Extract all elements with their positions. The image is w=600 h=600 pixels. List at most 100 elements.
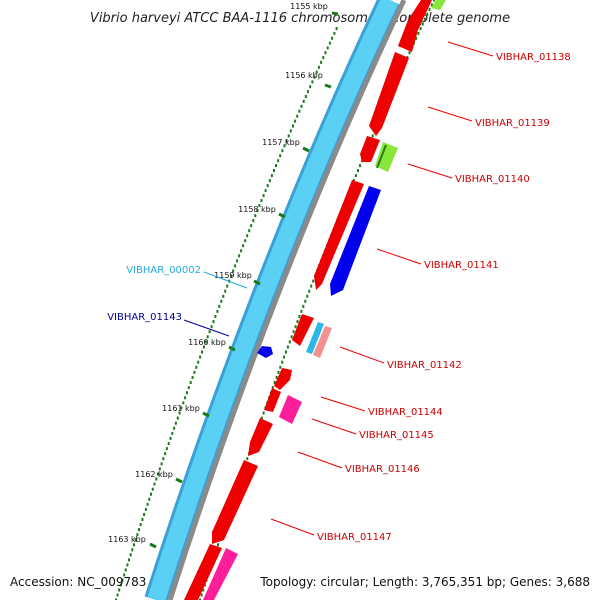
gc-dot [359, 164, 361, 168]
gc-dot [187, 386, 190, 390]
gene-salmon [313, 326, 332, 358]
gc-dot [335, 27, 338, 31]
gc-dot [331, 36, 334, 40]
gc-dot [288, 340, 291, 344]
gene-label[interactable]: VIBHAR_01147 [317, 532, 392, 543]
gc-dot [151, 487, 154, 491]
gc-dot [298, 315, 301, 318]
gc-dot [252, 219, 255, 223]
gc-dot [294, 119, 297, 123]
kbp-label: 1155 kbp [290, 2, 328, 11]
gc-dot [238, 254, 241, 258]
gc-dot [371, 134, 374, 138]
leader-line [183, 319, 230, 337]
kbp-tick [324, 83, 332, 89]
gc-dot [258, 204, 261, 208]
gc-dot [126, 563, 129, 567]
gc-dot [256, 209, 259, 213]
gc-dot [294, 325, 297, 329]
gene-label[interactable]: VIBHAR_01146 [345, 464, 420, 475]
gc-dot [128, 558, 130, 562]
gene-red [264, 388, 281, 412]
gc-dot [133, 543, 135, 547]
gc-dot [150, 492, 152, 496]
gc-dot [262, 194, 265, 198]
gc-dot [123, 573, 126, 577]
gc-dot [285, 139, 288, 143]
gene-label[interactable]: VIBHAR_00002 [126, 265, 201, 276]
gc-dot [202, 345, 205, 349]
kbp-label: 1161 kbp [162, 404, 200, 413]
gene-label[interactable]: VIBHAR_01142 [387, 360, 462, 371]
leader-line [297, 451, 343, 469]
gc-dot [204, 340, 207, 344]
gc-dot [415, 36, 418, 40]
gene-label[interactable]: VIBHAR_01145 [359, 430, 434, 441]
gc-dot [254, 214, 257, 218]
kbp-tick [278, 212, 286, 219]
gene-label[interactable]: VIBHAR_01139 [475, 118, 550, 129]
gc-dot [286, 345, 289, 349]
backbone-inner-band [147, 0, 399, 600]
gc-dot [174, 421, 177, 425]
chromosome-backbone [144, 0, 407, 600]
gc-dot [270, 174, 273, 178]
gc-dot [312, 279, 315, 283]
kbp-label: 1159 kbp [214, 271, 252, 280]
gc-dot [408, 51, 411, 55]
gc-dot [191, 375, 194, 379]
gene-red [398, 0, 432, 52]
gc-dot [262, 411, 265, 415]
gene-label[interactable]: VIBHAR_01143 [107, 312, 182, 323]
gene-blue [257, 346, 273, 358]
gc-dot [169, 436, 172, 440]
gene-label[interactable]: VIBHAR_01144 [368, 407, 443, 418]
gc-dot [134, 538, 137, 542]
gc-dot [139, 523, 142, 527]
gc-dot [315, 70, 318, 74]
gc-dot [173, 426, 176, 430]
gc-dot [131, 548, 134, 552]
gc-dot [289, 129, 292, 133]
gc-dot [417, 31, 420, 35]
gene-label[interactable]: VIBHAR_01138 [496, 52, 571, 63]
gene-red [184, 544, 222, 600]
gene-blue [330, 186, 381, 296]
gc-dot [302, 99, 305, 103]
gc-dot [116, 593, 119, 597]
gene-label[interactable]: VIBHAR_01141 [424, 260, 499, 271]
gc-dot [285, 350, 287, 354]
gc-dot [180, 406, 183, 410]
gc-dot [148, 497, 151, 501]
gc-dot [287, 134, 290, 138]
leader-line [376, 248, 422, 265]
gene-red [369, 52, 409, 136]
gene-red [314, 180, 364, 290]
gc-dot [310, 284, 313, 288]
gc-dot [283, 355, 286, 359]
gene-stripe [376, 144, 387, 169]
gene-red [292, 314, 314, 346]
gc-dot [157, 472, 159, 476]
kbp-label: 1160 kbp [188, 338, 226, 347]
gc-dot [141, 518, 144, 521]
gc-dot [266, 184, 269, 188]
gc-dot [428, 8, 431, 11]
kbp-tick [149, 542, 157, 549]
gc-dot [264, 189, 267, 193]
gc-dot [195, 365, 198, 369]
kbp-tick [253, 279, 261, 286]
leader-line [311, 418, 357, 435]
gc-dot [200, 593, 203, 597]
map-title: Vibrio harveyi ATCC BAA-1116 chromosome … [90, 11, 510, 26]
kbp-label: 1156 kbp [285, 71, 323, 80]
gene-label[interactable]: VIBHAR_01140 [455, 174, 530, 185]
gc-dot [273, 381, 276, 384]
gc-dot [308, 289, 311, 293]
gc-dot [268, 179, 271, 183]
gc-dot [232, 269, 235, 273]
gc-dot [313, 75, 316, 79]
kbp-scale: 1155 kbp 1156 kbp 1157 kbp 1158 kbp 1159… [108, 2, 339, 549]
gc-dot [324, 51, 327, 55]
kbp-label: 1158 kbp [238, 205, 276, 214]
